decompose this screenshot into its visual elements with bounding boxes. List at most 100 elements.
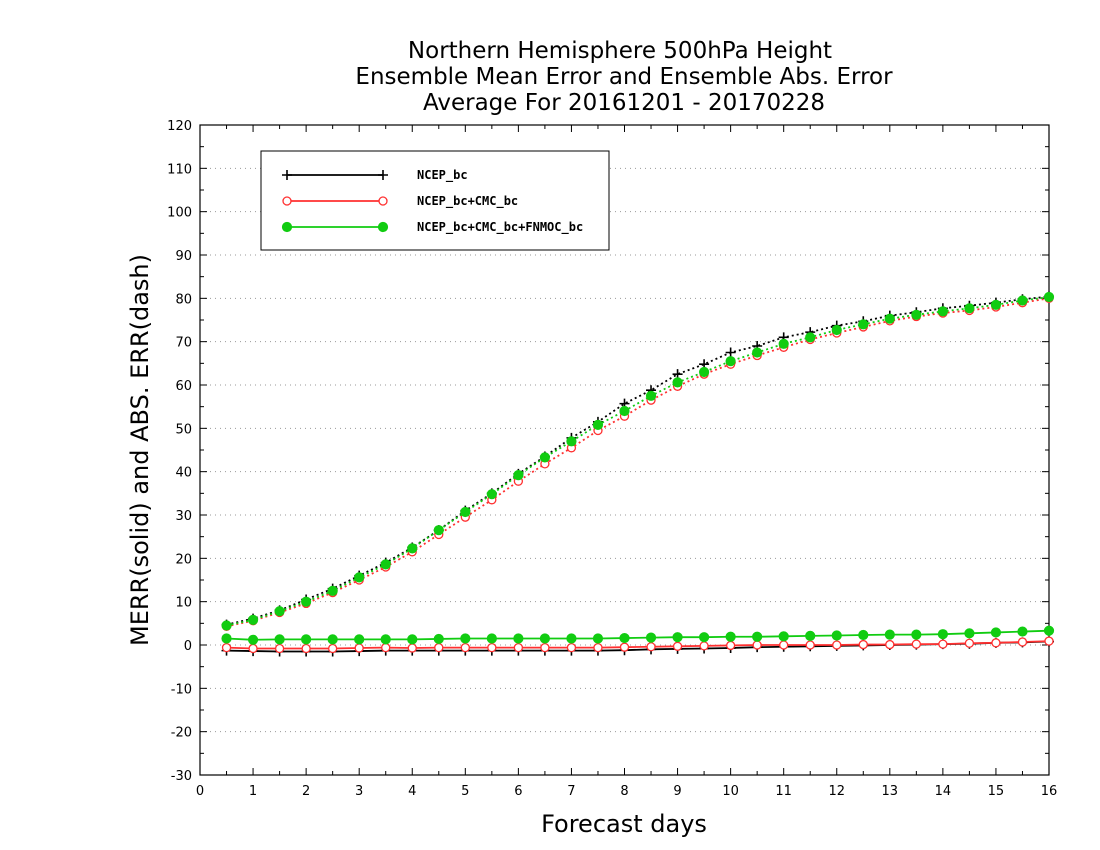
x-tick-label: 11 bbox=[775, 784, 792, 799]
plot-area bbox=[221, 291, 1055, 657]
series-3-abs-err-point bbox=[407, 543, 418, 554]
series-3-abs-err-point bbox=[1043, 291, 1055, 303]
chart-title: Northern Hemisphere 500hPa Height Ensemb… bbox=[355, 38, 893, 116]
series-2-merr-point bbox=[593, 642, 603, 653]
series-2-merr-point bbox=[513, 642, 524, 653]
chart-title-line-1: Northern Hemisphere 500hPa Height bbox=[408, 38, 832, 64]
series-2-merr-point bbox=[911, 639, 921, 649]
series-3-abs-err-point bbox=[778, 338, 789, 349]
series-2-abs-err-line bbox=[226, 297, 1050, 628]
series-3-abs-err-point bbox=[460, 506, 471, 518]
x-axis: 0 1 2 3 4 5 6 7 8 9 10 11 12 13 14 15 16 bbox=[196, 125, 1057, 799]
x-tick-label: 4 bbox=[408, 784, 416, 799]
x-tick-label: 1 bbox=[249, 784, 257, 799]
series-2-merr-point bbox=[779, 640, 789, 650]
series-3-abs-err-point bbox=[221, 620, 232, 631]
legend-item: NCEP_bc bbox=[282, 168, 468, 183]
series-3-abs-err-point bbox=[539, 452, 551, 463]
series-3-abs-err-point bbox=[433, 525, 444, 536]
series-3-abs-err-point bbox=[858, 319, 869, 330]
series-3-abs-err-point bbox=[592, 419, 604, 430]
y-tick-label: -10 bbox=[171, 682, 192, 697]
y-tick-label: 110 bbox=[167, 162, 192, 177]
x-tick-label: 10 bbox=[722, 784, 739, 799]
y-tick-label: -30 bbox=[171, 769, 192, 784]
series-3-merr-point bbox=[513, 633, 524, 644]
series-3-abs-err-point bbox=[725, 356, 736, 367]
series-2-merr-point bbox=[540, 642, 550, 653]
series-3-abs-err-point bbox=[645, 390, 657, 401]
series-2-merr-point bbox=[328, 643, 338, 654]
series-2-merr-point bbox=[752, 640, 762, 650]
y-axis: -30 -20 -10 0 10 20 30 40 50 60 70 80 90 100 110 120 bbox=[167, 119, 1049, 784]
series-3-merr-point bbox=[539, 633, 551, 644]
y-tick-label: 50 bbox=[175, 422, 192, 437]
y-tick-label: 100 bbox=[167, 206, 192, 221]
series-3-merr-point bbox=[911, 629, 922, 640]
x-tick-label: 15 bbox=[988, 784, 1005, 799]
series-3-abs-err-point bbox=[805, 332, 816, 343]
series-2-merr-point bbox=[274, 643, 285, 654]
legend-item: NCEP_bc+CMC_bc bbox=[282, 194, 518, 209]
series-1-abs-err-line bbox=[226, 295, 1050, 626]
legend-marker bbox=[282, 196, 292, 206]
series-3-merr-point bbox=[937, 629, 948, 640]
series-3-merr-point bbox=[407, 634, 418, 645]
x-tick-label: 8 bbox=[620, 784, 628, 799]
y-tick-label: -20 bbox=[171, 726, 192, 741]
series-2-merr-point bbox=[407, 643, 417, 653]
series-3-abs-err-point bbox=[619, 405, 630, 417]
series-3-merr-point bbox=[619, 632, 630, 644]
series-2-merr-point bbox=[301, 643, 311, 654]
series-3-merr-point bbox=[672, 632, 683, 643]
legend-label: NCEP_bc bbox=[417, 168, 468, 183]
series-3-abs-err-point bbox=[301, 596, 312, 607]
series-2-merr-point bbox=[619, 642, 630, 652]
legend-marker bbox=[378, 196, 388, 206]
series-3-abs-err-point bbox=[327, 585, 338, 596]
y-tick-label: 40 bbox=[175, 466, 192, 481]
series-2-merr-line bbox=[226, 640, 1050, 650]
series-3-abs-err-point bbox=[1017, 295, 1028, 306]
legend: NCEP_bc NCEP_bc+CMC_bc NCEP_bc+CMC_bc+FNMO… bbox=[260, 150, 610, 251]
series-3-abs-err-point bbox=[937, 306, 948, 317]
series-2-merr-point bbox=[725, 640, 736, 651]
series-3-abs-err-point bbox=[274, 606, 285, 617]
series-3-merr-point bbox=[433, 633, 444, 645]
x-tick-label: 0 bbox=[196, 784, 204, 799]
series-2-merr-point bbox=[646, 642, 656, 652]
legend-item: NCEP_bc+CMC_bc+FNMOC_bc bbox=[281, 220, 583, 235]
y-tick-label: 30 bbox=[175, 509, 192, 524]
series-3-abs-err-point bbox=[513, 470, 524, 481]
x-tick-label: 12 bbox=[828, 784, 845, 799]
series-2-merr-point bbox=[381, 642, 391, 653]
series-3-merr-point bbox=[354, 634, 365, 645]
x-tick-label: 2 bbox=[302, 784, 310, 799]
legend-marker bbox=[281, 221, 293, 233]
series-3-merr-point bbox=[990, 627, 1002, 638]
series-3-merr-point bbox=[1043, 625, 1055, 636]
series-3-merr-point bbox=[645, 632, 657, 643]
series-1-abs-err-point bbox=[725, 347, 736, 358]
series-3-merr-point bbox=[831, 630, 842, 641]
series-2-merr-point bbox=[1017, 637, 1028, 647]
series-3-merr-point bbox=[805, 630, 816, 642]
x-tick-label: 6 bbox=[514, 784, 522, 799]
series-3-merr-point bbox=[380, 634, 391, 645]
series-2-merr-point bbox=[487, 642, 497, 653]
legend-label: NCEP_bc+CMC_bc bbox=[417, 194, 518, 209]
series-3-merr-point bbox=[1017, 626, 1028, 637]
x-tick-label: 3 bbox=[355, 784, 363, 799]
series-2-merr-point bbox=[832, 640, 842, 650]
series-2-merr-point bbox=[964, 638, 975, 648]
series-3-abs-err-point bbox=[380, 559, 391, 570]
series-3-abs-err-line bbox=[226, 296, 1050, 627]
series-2-merr-point bbox=[991, 638, 1001, 648]
legend-marker bbox=[377, 221, 389, 233]
series-3-abs-err-point bbox=[964, 303, 975, 314]
series-3-abs-err-point bbox=[752, 347, 763, 358]
series-3-merr-point bbox=[752, 631, 763, 642]
series-3-merr-point bbox=[884, 629, 895, 640]
series-3-abs-err-point bbox=[831, 324, 842, 336]
y-tick-label: 80 bbox=[175, 292, 192, 307]
